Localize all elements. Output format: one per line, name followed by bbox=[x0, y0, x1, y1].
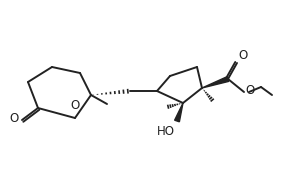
Text: O: O bbox=[10, 112, 19, 125]
Text: O: O bbox=[70, 99, 80, 112]
Polygon shape bbox=[202, 77, 229, 88]
Text: HO: HO bbox=[157, 125, 175, 138]
Text: O: O bbox=[238, 49, 247, 62]
Polygon shape bbox=[175, 103, 183, 122]
Text: O: O bbox=[245, 84, 254, 98]
